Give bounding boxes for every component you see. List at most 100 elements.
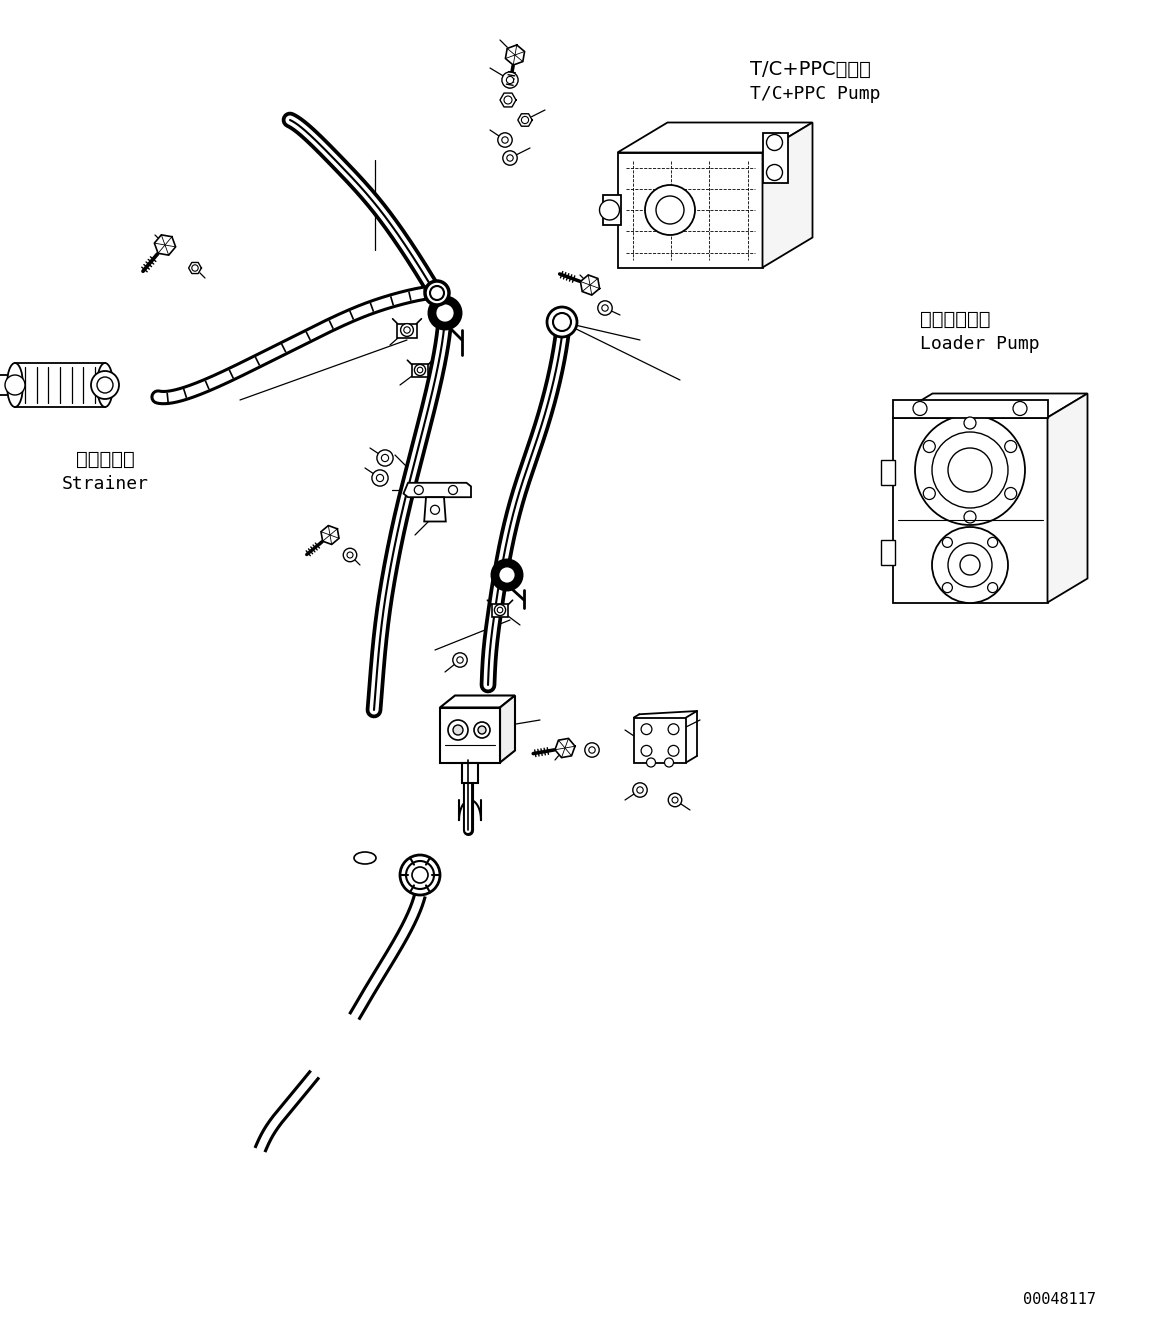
Bar xyxy=(892,399,1048,418)
Circle shape xyxy=(502,151,518,165)
Circle shape xyxy=(449,486,457,495)
Circle shape xyxy=(192,265,198,271)
Circle shape xyxy=(97,378,113,394)
Circle shape xyxy=(598,300,612,315)
Circle shape xyxy=(343,548,357,562)
Polygon shape xyxy=(424,498,445,522)
Circle shape xyxy=(435,303,455,323)
Circle shape xyxy=(641,724,652,735)
Circle shape xyxy=(672,796,678,803)
Bar xyxy=(602,195,621,225)
Circle shape xyxy=(498,133,512,147)
Circle shape xyxy=(547,307,577,338)
Circle shape xyxy=(932,432,1008,508)
Circle shape xyxy=(412,867,428,883)
Circle shape xyxy=(668,746,679,756)
Circle shape xyxy=(454,724,463,735)
Polygon shape xyxy=(506,45,525,65)
Bar xyxy=(880,460,894,486)
Circle shape xyxy=(431,299,459,327)
Circle shape xyxy=(948,543,992,587)
Circle shape xyxy=(664,758,673,767)
Polygon shape xyxy=(618,123,813,152)
Circle shape xyxy=(452,652,468,667)
Circle shape xyxy=(599,200,620,220)
Circle shape xyxy=(502,72,518,88)
Circle shape xyxy=(669,794,682,807)
Circle shape xyxy=(923,440,935,452)
Polygon shape xyxy=(321,526,340,544)
Polygon shape xyxy=(892,394,1087,418)
Circle shape xyxy=(645,185,695,235)
Bar xyxy=(634,718,686,763)
Circle shape xyxy=(932,527,1008,603)
Bar xyxy=(492,604,508,618)
Ellipse shape xyxy=(354,852,376,864)
Text: ストレーナ: ストレーナ xyxy=(76,450,135,470)
Polygon shape xyxy=(500,93,516,107)
Circle shape xyxy=(633,783,647,798)
Circle shape xyxy=(494,562,520,588)
Circle shape xyxy=(942,583,952,592)
Circle shape xyxy=(498,566,516,584)
Circle shape xyxy=(959,555,980,575)
Bar xyxy=(398,324,416,338)
Circle shape xyxy=(381,455,388,462)
Circle shape xyxy=(766,135,783,151)
Bar xyxy=(412,364,428,378)
Circle shape xyxy=(478,726,486,734)
Polygon shape xyxy=(404,483,471,498)
Circle shape xyxy=(987,538,998,547)
Bar xyxy=(618,152,763,268)
Circle shape xyxy=(424,281,449,305)
Circle shape xyxy=(585,743,599,758)
Circle shape xyxy=(372,470,388,486)
Bar xyxy=(440,707,500,763)
Bar xyxy=(15,363,105,407)
Bar xyxy=(763,132,787,183)
Circle shape xyxy=(987,583,998,592)
Circle shape xyxy=(448,720,468,740)
Circle shape xyxy=(521,116,529,124)
Circle shape xyxy=(923,487,935,499)
Circle shape xyxy=(637,787,643,794)
Bar xyxy=(0,375,15,395)
Circle shape xyxy=(1005,487,1016,499)
Text: ローダポンプ: ローダポンプ xyxy=(920,309,991,329)
Circle shape xyxy=(430,506,440,515)
Circle shape xyxy=(400,855,440,895)
Bar xyxy=(880,540,894,566)
Circle shape xyxy=(601,304,608,311)
Circle shape xyxy=(588,747,595,754)
Circle shape xyxy=(91,371,119,399)
Polygon shape xyxy=(188,263,201,273)
Circle shape xyxy=(414,486,423,495)
Circle shape xyxy=(5,375,24,395)
Polygon shape xyxy=(155,235,176,255)
Bar xyxy=(892,418,1048,603)
Text: T/C+PPCポンプ: T/C+PPCポンプ xyxy=(750,60,871,79)
Ellipse shape xyxy=(97,363,113,407)
Circle shape xyxy=(400,324,413,336)
Circle shape xyxy=(507,155,513,161)
Circle shape xyxy=(377,450,393,466)
Circle shape xyxy=(347,552,354,558)
Text: 00048117: 00048117 xyxy=(1023,1293,1097,1307)
Circle shape xyxy=(475,722,490,738)
Circle shape xyxy=(504,96,512,104)
Circle shape xyxy=(641,746,652,756)
Circle shape xyxy=(656,196,684,224)
Polygon shape xyxy=(440,695,515,707)
Circle shape xyxy=(404,327,411,334)
Circle shape xyxy=(964,511,976,523)
Ellipse shape xyxy=(7,363,23,407)
Polygon shape xyxy=(555,739,575,758)
Circle shape xyxy=(647,758,656,767)
Circle shape xyxy=(430,285,444,300)
Polygon shape xyxy=(1048,394,1087,603)
Text: T/C+PPC Pump: T/C+PPC Pump xyxy=(750,85,880,103)
Circle shape xyxy=(377,475,384,482)
Bar xyxy=(462,763,478,783)
Circle shape xyxy=(414,364,426,376)
Circle shape xyxy=(913,402,927,415)
